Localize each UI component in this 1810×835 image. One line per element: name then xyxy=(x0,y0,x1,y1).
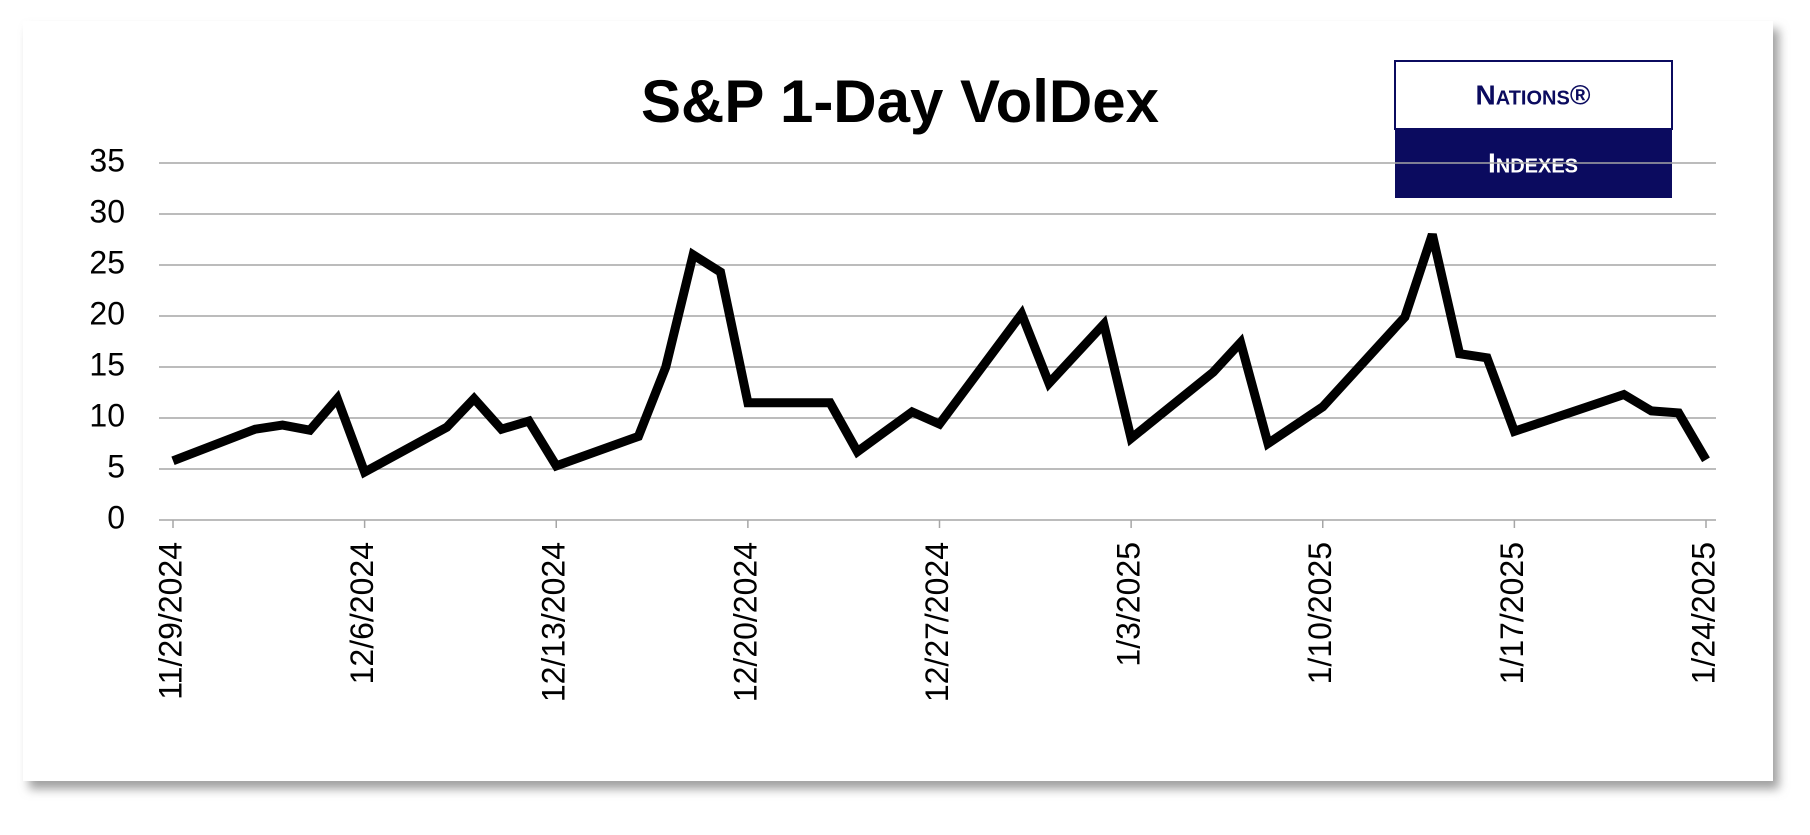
y-tick-label: 20 xyxy=(89,295,125,331)
x-tick-label: 12/13/2024 xyxy=(536,542,572,702)
x-tick-label: 1/10/2025 xyxy=(1302,542,1338,684)
x-tick-label: 1/17/2025 xyxy=(1494,542,1530,684)
x-tick-label: 12/6/2024 xyxy=(344,542,380,684)
y-tick-label: 25 xyxy=(89,244,125,280)
y-tick-label: 15 xyxy=(89,346,125,382)
x-tick-label: 12/27/2024 xyxy=(919,542,955,702)
logo-text: Nations® xyxy=(1476,79,1591,110)
chart-title: S&P 1-Day VolDex xyxy=(641,68,1159,135)
y-tick-label: 30 xyxy=(89,193,125,229)
y-tick-label: 35 xyxy=(89,142,125,178)
line xyxy=(171,232,1710,479)
x-tick-label: 11/29/2024 xyxy=(152,542,188,700)
x-tick-label: 1/24/2025 xyxy=(1685,542,1721,684)
logo-top xyxy=(1394,60,1673,130)
x-tick-label: 1/3/2025 xyxy=(1111,542,1147,667)
y-tick-label: 10 xyxy=(89,397,125,433)
y-tick-label: 0 xyxy=(107,499,125,535)
x-tick-label: 12/20/2024 xyxy=(727,542,763,702)
y-tick-label: 5 xyxy=(107,448,125,484)
